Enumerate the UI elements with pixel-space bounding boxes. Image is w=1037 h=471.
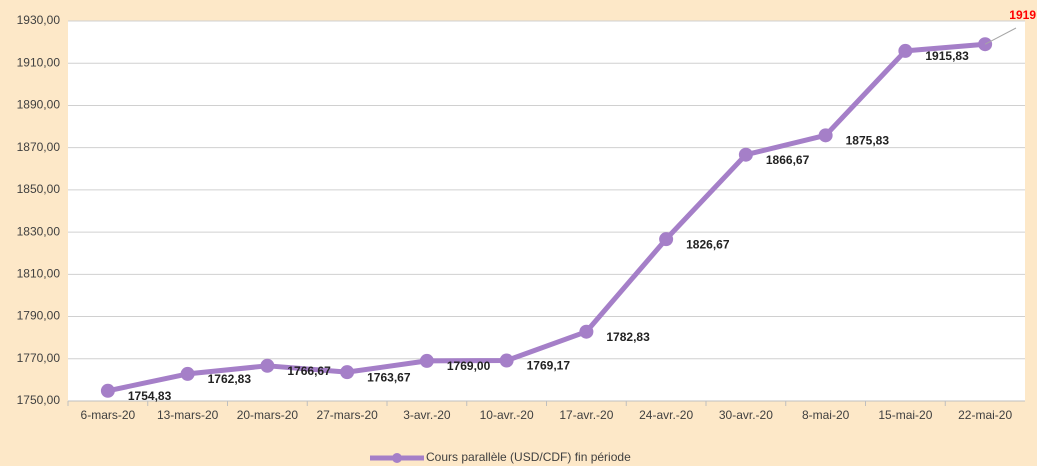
data-point [100, 383, 115, 398]
annotation-leader [984, 27, 1017, 45]
plot-area [68, 21, 1025, 401]
data-label: 1762,83 [208, 372, 252, 386]
data-point [579, 324, 594, 339]
data-label: 1766,67 [287, 364, 331, 378]
y-tick-label: 1870,00 [17, 140, 61, 154]
x-tick-label: 6-mars-20 [81, 408, 136, 422]
data-label: 1769,17 [527, 359, 571, 373]
x-tick-label: 15-mai-20 [878, 408, 932, 422]
y-tick-label: 1910,00 [17, 55, 61, 69]
data-point [180, 366, 195, 381]
data-point [738, 147, 753, 162]
data-point [419, 353, 434, 368]
data-label: 1915,83 [925, 49, 969, 63]
y-tick-label: 1750,00 [17, 393, 61, 407]
x-tick-label: 13-mars-20 [157, 408, 219, 422]
y-tick-label: 1810,00 [17, 267, 61, 281]
legend-marker [392, 453, 402, 463]
data-point [659, 232, 674, 247]
data-label: 1763,67 [367, 370, 411, 384]
x-tick-label: 30-avr.-20 [719, 408, 773, 422]
data-label: 1754,83 [128, 389, 172, 403]
series-line [107, 41, 986, 394]
x-tick-label: 10-avr.-20 [480, 408, 534, 422]
data-point [260, 358, 275, 373]
x-tick-label: 20-mars-20 [237, 408, 299, 422]
legend-label: Cours parallèle (USD/CDF) fin période [426, 450, 631, 464]
data-point [898, 43, 913, 58]
data-label: 1769,00 [447, 359, 491, 373]
x-tick-label: 3-avr.-20 [403, 408, 451, 422]
x-tick-label: 17-avr.-20 [559, 408, 613, 422]
y-tick-label: 1830,00 [17, 224, 61, 238]
data-point [340, 365, 355, 380]
data-label: 1866,67 [766, 153, 810, 167]
x-tick-label: 8-mai-20 [802, 408, 850, 422]
data-label: 1826,67 [686, 237, 730, 251]
data-point [818, 128, 833, 143]
y-tick-label: 1790,00 [17, 309, 61, 323]
y-tick-label: 1770,00 [17, 351, 61, 365]
y-tick-label: 1890,00 [17, 98, 61, 112]
x-tick-label: 22-mai-20 [958, 408, 1012, 422]
data-label: 1919 [1009, 8, 1036, 22]
data-point [499, 353, 514, 368]
x-tick-label: 24-avr.-20 [639, 408, 693, 422]
data-label: 1782,83 [606, 330, 650, 344]
x-tick-label: 27-mars-20 [316, 408, 378, 422]
y-tick-label: 1930,00 [17, 13, 61, 27]
y-tick-label: 1850,00 [17, 182, 61, 196]
data-label: 1875,83 [846, 134, 890, 148]
